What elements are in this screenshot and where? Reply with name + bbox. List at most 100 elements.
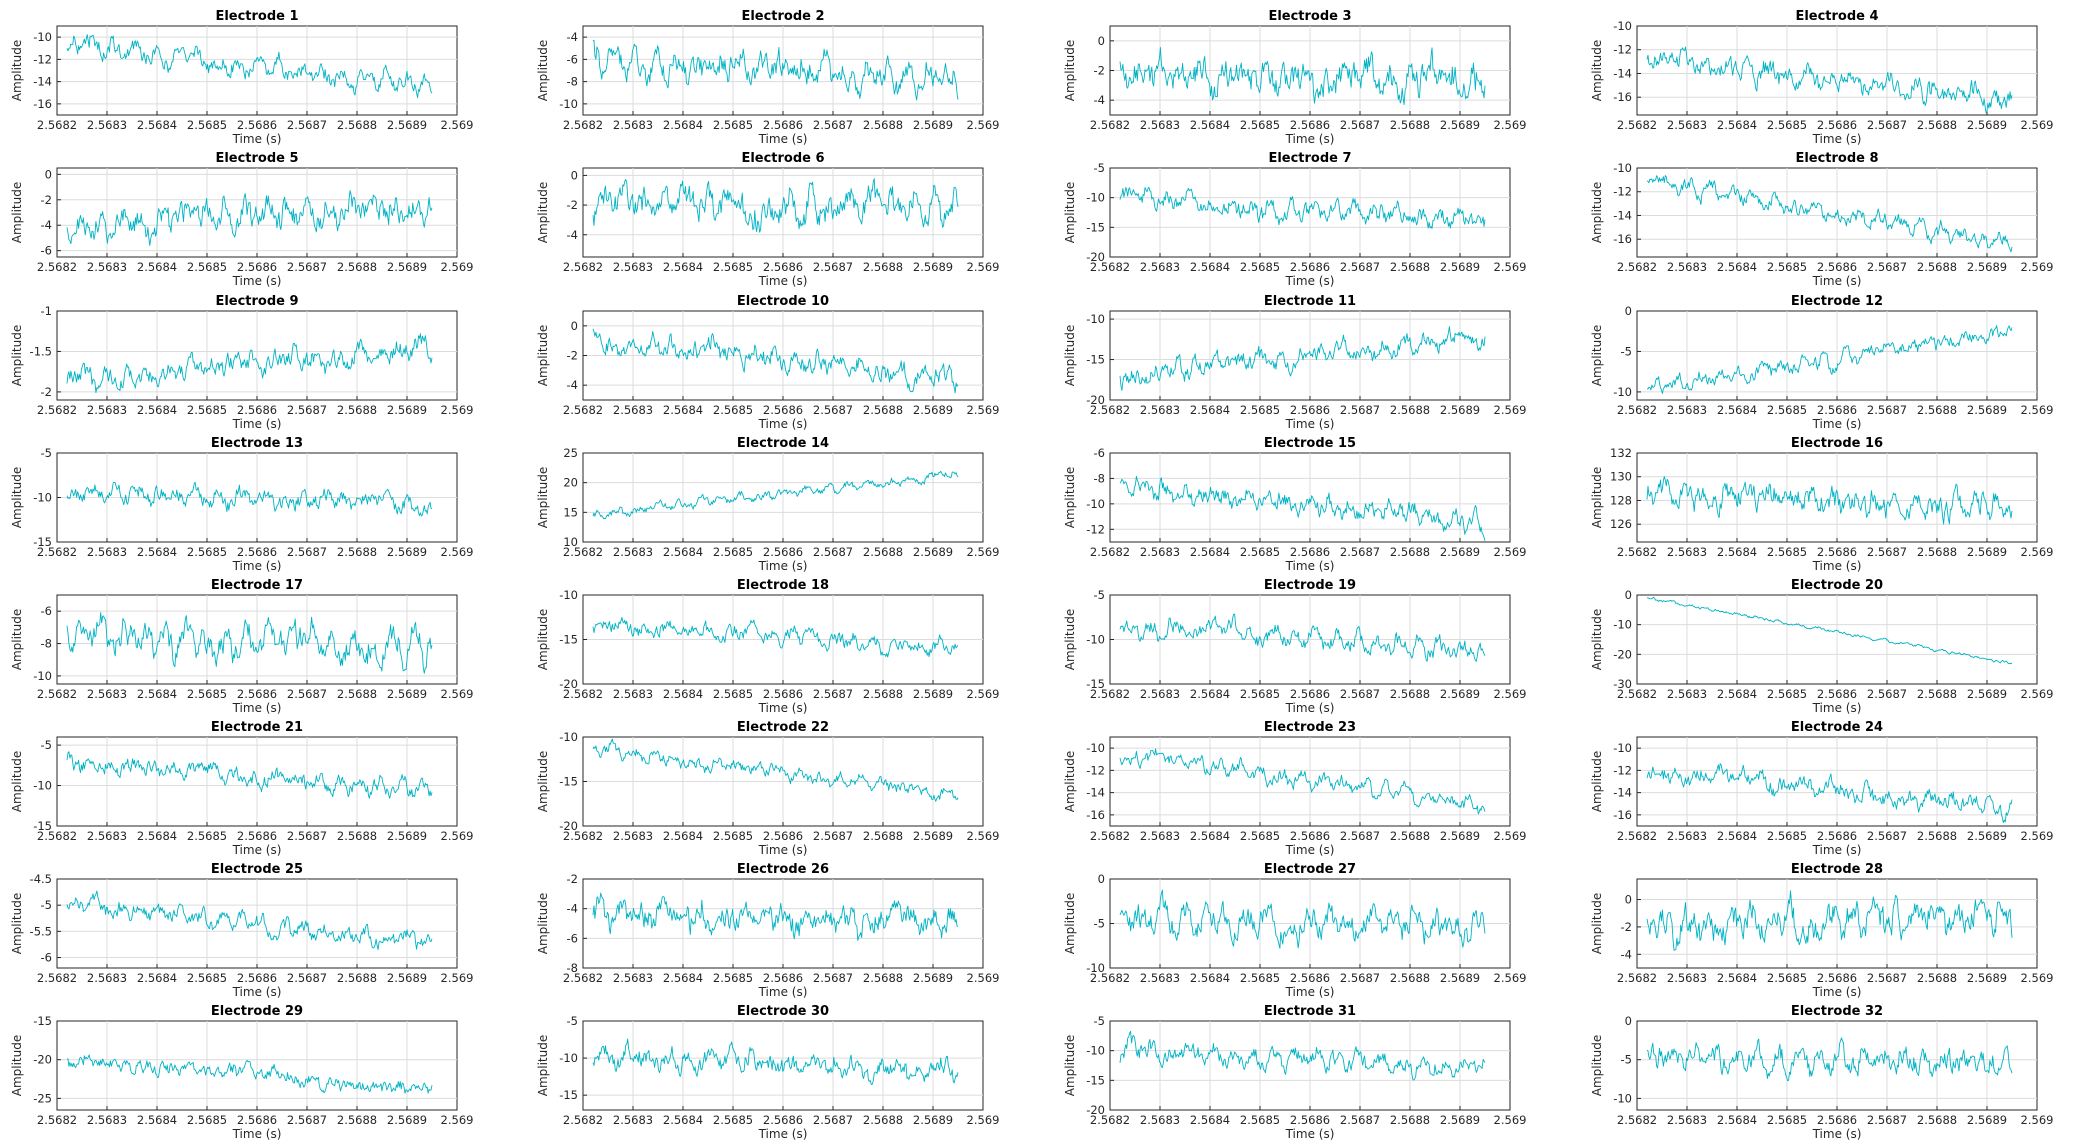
x-tick-label: 2.5684: [1717, 829, 1757, 843]
chart-title: Electrode 15: [1264, 436, 1356, 451]
y-tick-label: 15: [563, 505, 578, 519]
x-tick-label: 2.5685: [713, 829, 753, 843]
y-tick-label: -25: [33, 1091, 52, 1105]
y-tick-label: -6: [1094, 446, 1105, 460]
x-tick-label: 2.5682: [1617, 829, 1657, 843]
y-tick-label: 0: [1098, 872, 1105, 886]
x-tick-label: 2.569: [967, 687, 1000, 701]
x-tick-label: 2.5689: [913, 118, 953, 132]
x-tick-label: 2.5689: [913, 687, 953, 701]
x-tick-label: 2.5683: [1140, 545, 1180, 559]
y-axis-label: Amplitude: [10, 325, 24, 387]
x-tick-label: 2.569: [1494, 1113, 1527, 1127]
x-tick-label: 2.5686: [1290, 971, 1330, 985]
y-tick-label: -6: [41, 951, 52, 965]
chart-title: Electrode 13: [211, 436, 303, 451]
y-tick-label: -10: [1086, 497, 1105, 511]
x-tick-label: 2.569: [967, 403, 1000, 417]
chart-electrode-28: 2.5682 2.5683 2.5684 2.5685 2.5686 2.5687 2.56…: [1590, 862, 2053, 999]
x-tick-label: 2.569: [441, 403, 474, 417]
x-tick-label: 2.5683: [613, 260, 653, 274]
y-tick-label: -10: [1613, 1091, 1632, 1105]
y-tick-label: -15: [559, 1088, 578, 1102]
y-tick-label: -5.5: [30, 924, 52, 938]
y-axis-label: Amplitude: [1063, 1035, 1077, 1097]
y-tick-label: -2: [1621, 920, 1632, 934]
x-axis-label: Time (s): [232, 274, 282, 288]
chart-title: Electrode 28: [1791, 862, 1883, 877]
chart-title: Electrode 19: [1264, 578, 1356, 593]
y-tick-label: -5: [1094, 161, 1105, 175]
x-tick-label: 2.569: [2021, 403, 2054, 417]
x-tick-label: 2.5682: [563, 687, 603, 701]
x-tick-label: 2.569: [2021, 1113, 2054, 1127]
x-tick-label: 2.5686: [1817, 260, 1857, 274]
x-tick-label: 2.5686: [1290, 829, 1330, 843]
y-tick-label: 126: [1610, 517, 1632, 531]
y-tick-label: -6: [567, 52, 578, 66]
y-tick-label: -5: [567, 1014, 578, 1028]
y-axis-label: Amplitude: [1063, 40, 1077, 102]
chart-title: Electrode 6: [741, 151, 824, 166]
y-axis-label: Amplitude: [10, 609, 24, 671]
y-axis-label: Amplitude: [10, 40, 24, 102]
chart-title: Electrode 18: [737, 578, 829, 593]
chart-electrode-25: 2.5682 2.5683 2.5684 2.5685 2.5686 2.5687 2.56…: [10, 862, 473, 999]
x-tick-label: 2.5685: [1240, 545, 1280, 559]
x-tick-label: 2.5683: [1140, 260, 1180, 274]
x-tick-label: 2.5689: [913, 403, 953, 417]
chart-title: Electrode 21: [211, 720, 303, 735]
x-tick-label: 2.5685: [1767, 260, 1807, 274]
y-axis-label: Amplitude: [1590, 182, 1604, 244]
x-tick-label: 2.569: [967, 1113, 1000, 1127]
x-tick-label: 2.5685: [1767, 687, 1807, 701]
y-tick-label: -10: [559, 1051, 578, 1065]
x-tick-label: 2.5689: [1440, 1113, 1480, 1127]
y-tick-label: -10: [33, 779, 52, 793]
x-axis-label: Time (s): [758, 274, 808, 288]
y-axis-label: Amplitude: [10, 1035, 24, 1097]
x-tick-label: 2.5685: [187, 687, 227, 701]
y-tick-label: -20: [1613, 647, 1632, 661]
x-tick-label: 2.5682: [563, 971, 603, 985]
y-axis-label: Amplitude: [10, 751, 24, 813]
x-tick-label: 2.569: [967, 545, 1000, 559]
x-tick-label: 2.5682: [1617, 118, 1657, 132]
y-axis-label: Amplitude: [536, 893, 550, 955]
signal-trace: [592, 738, 959, 802]
x-tick-label: 2.5682: [1617, 545, 1657, 559]
y-axis-label: Amplitude: [536, 609, 550, 671]
x-tick-label: 2.5683: [87, 260, 127, 274]
y-tick-label: 0: [571, 319, 578, 333]
x-tick-label: 2.5688: [337, 545, 377, 559]
x-tick-label: 2.569: [2021, 118, 2054, 132]
x-tick-label: 2.5688: [863, 260, 903, 274]
y-tick-label: -14: [1613, 786, 1632, 800]
y-tick-label: -10: [1613, 161, 1632, 175]
x-axis-label: Time (s): [758, 985, 808, 999]
signal-trace: [66, 751, 433, 799]
y-axis-label: Amplitude: [536, 325, 550, 387]
y-axis-label: Amplitude: [1063, 751, 1077, 813]
y-tick-label: -1.5: [30, 344, 52, 358]
x-tick-label: 2.5683: [1667, 118, 1707, 132]
y-axis-label: Amplitude: [1590, 751, 1604, 813]
chart-title: Electrode 25: [211, 862, 303, 877]
chart-title: Electrode 17: [211, 578, 303, 593]
x-tick-label: 2.5686: [1290, 118, 1330, 132]
x-tick-label: 2.5687: [287, 403, 327, 417]
x-tick-label: 2.5685: [1240, 118, 1280, 132]
signal-trace: [1646, 325, 2013, 394]
x-tick-label: 2.5688: [337, 829, 377, 843]
signal-trace: [1119, 613, 1486, 662]
x-tick-label: 2.5684: [1190, 118, 1230, 132]
y-tick-label: -12: [1086, 763, 1105, 777]
y-tick-label: 0: [1625, 1014, 1632, 1028]
y-axis-label: Amplitude: [1063, 325, 1077, 387]
x-tick-label: 2.5689: [913, 545, 953, 559]
signal-trace: [66, 481, 433, 517]
x-tick-label: 2.569: [2021, 829, 2054, 843]
x-tick-label: 2.5682: [1090, 260, 1130, 274]
x-axis-label: Time (s): [1285, 274, 1335, 288]
x-tick-label: 2.5689: [1440, 829, 1480, 843]
